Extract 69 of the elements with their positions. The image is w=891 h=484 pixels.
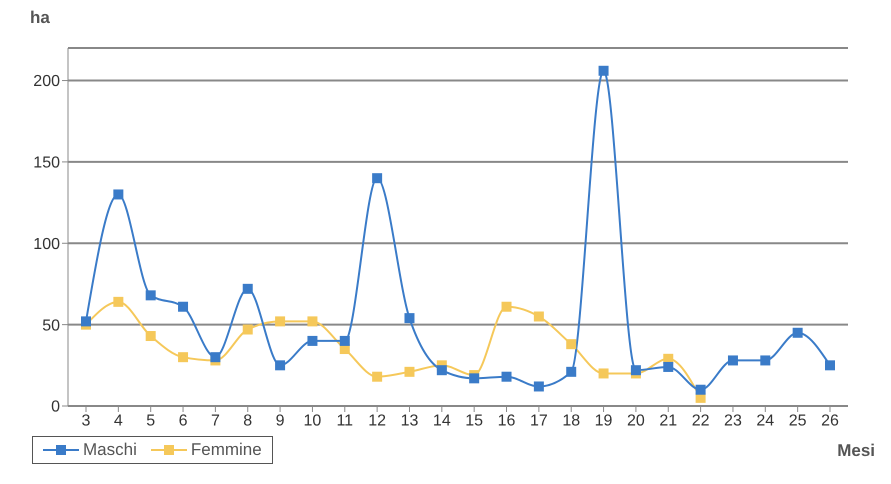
point [113, 296, 124, 307]
x-tick-label: 8 [243, 412, 252, 430]
point [146, 331, 156, 342]
point [760, 355, 770, 366]
point [469, 373, 480, 384]
x-tick-label: 9 [276, 412, 285, 430]
x-tick-label: 11 [336, 412, 354, 430]
x-tick-label: 25 [788, 412, 807, 430]
x-tick-label: 3 [82, 412, 91, 430]
point [307, 336, 318, 346]
point [178, 302, 188, 312]
point [178, 352, 188, 362]
x-tick-label: 16 [498, 412, 516, 430]
legend-label: Femmine [190, 440, 262, 460]
point [696, 384, 706, 395]
point [275, 360, 286, 370]
point [534, 312, 544, 322]
x-tick-label: 14 [432, 412, 451, 430]
point [566, 366, 576, 377]
x-tick-label: 10 [304, 412, 322, 430]
x-tick-label: 12 [368, 412, 386, 430]
point [502, 372, 512, 382]
y-axis-title: ha [30, 8, 50, 28]
point [566, 339, 576, 350]
point [372, 173, 382, 184]
x-tick-label: 19 [594, 412, 613, 430]
x-tick-label: 22 [692, 412, 710, 430]
x-tick-label: 26 [821, 412, 839, 430]
point [113, 189, 124, 200]
legend-label: Maschi [82, 440, 137, 460]
point [598, 66, 609, 76]
x-axis-title: Mesi [837, 441, 875, 461]
point [502, 302, 512, 312]
y-tick-label: 150 [33, 154, 60, 172]
point [792, 328, 803, 338]
point [242, 284, 253, 294]
point [340, 336, 350, 346]
x-tick-label: 13 [400, 412, 418, 430]
x-tick-label: 20 [627, 412, 645, 430]
point [728, 355, 738, 366]
point [81, 316, 91, 326]
point [404, 313, 414, 324]
point [210, 352, 220, 362]
point [663, 362, 674, 372]
y-tick-label: 0 [51, 398, 60, 416]
x-tick-label: 23 [724, 412, 742, 430]
y-tick-label: 200 [33, 73, 60, 90]
x-tick-label: 18 [562, 412, 580, 430]
x-tick-label: 4 [114, 412, 123, 430]
x-tick-label: 6 [178, 412, 188, 430]
point [242, 324, 253, 335]
point [404, 366, 414, 377]
point [534, 381, 544, 392]
x-tick-label: 5 [146, 412, 156, 430]
y-tick-label: 100 [33, 236, 60, 253]
point [372, 372, 382, 382]
point [598, 368, 609, 378]
point [307, 316, 318, 326]
x-tick-label: 7 [210, 412, 220, 430]
x-tick-label: 24 [756, 412, 774, 430]
point [436, 365, 447, 376]
x-tick-label: 15 [465, 412, 484, 430]
y-tick-label: 50 [42, 317, 60, 334]
x-tick-label: 21 [659, 412, 678, 430]
point [146, 290, 156, 300]
point [825, 360, 835, 370]
x-tick-label: 17 [530, 412, 548, 430]
point [275, 316, 286, 326]
point [630, 365, 641, 376]
